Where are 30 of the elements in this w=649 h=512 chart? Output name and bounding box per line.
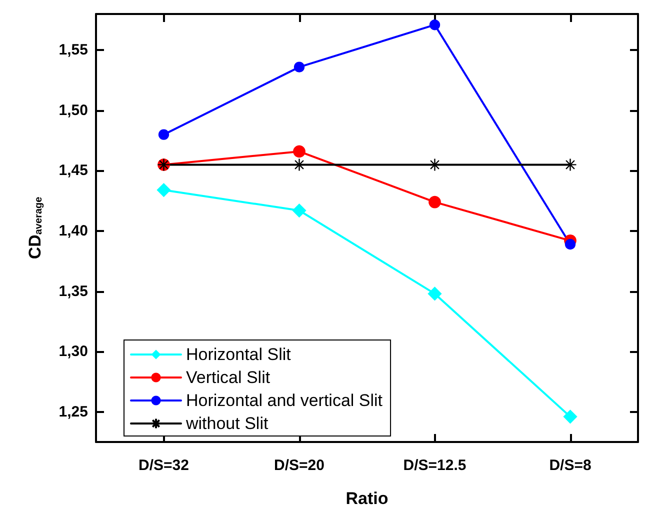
- legend-label: Vertical Slit: [186, 368, 270, 387]
- point: [429, 20, 440, 30]
- point: [158, 129, 170, 140]
- point: [294, 62, 305, 72]
- point: [564, 158, 577, 172]
- legend-label: without Slit: [185, 414, 268, 433]
- y-axis-title: CDaverage: [26, 196, 44, 260]
- x-axis-title: Ratio: [346, 489, 388, 508]
- y-tick-label: 1,25: [58, 403, 88, 420]
- point: [428, 196, 441, 208]
- point: [428, 158, 442, 172]
- point: [292, 203, 306, 218]
- legend-label: Horizontal and vertical Slit: [186, 391, 383, 410]
- x-tick-label: D/S=32: [138, 457, 189, 474]
- y-tick-label: 1,50: [58, 102, 88, 119]
- point: [293, 145, 306, 158]
- point: [564, 238, 576, 250]
- point: [292, 158, 306, 172]
- y-tick-label: 1,55: [58, 42, 88, 59]
- y-tick-label: 1,40: [58, 222, 88, 240]
- point: [156, 182, 171, 198]
- point: [563, 410, 578, 424]
- y-tick-label: 1,45: [58, 162, 88, 180]
- x-tick-label: D/S=12.5: [403, 457, 466, 474]
- y-tick-label: 1,35: [58, 282, 88, 300]
- x-tick-label: D/S=20: [274, 457, 324, 474]
- legend-label: Horizontal Slit: [186, 345, 292, 364]
- x-tick-label: D/S=8: [549, 457, 592, 474]
- y-tick-label: 1,30: [58, 343, 88, 360]
- point: [428, 286, 442, 301]
